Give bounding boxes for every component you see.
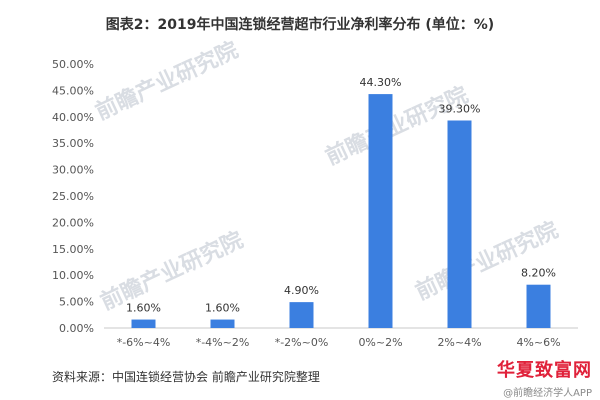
y-tick-label: 0.00% (59, 322, 94, 335)
bar (210, 319, 235, 328)
brand-logo: 华夏致富网 @前瞻经济学人APP (497, 356, 592, 399)
data-label: 1.60% (126, 302, 161, 315)
bar (131, 319, 156, 328)
y-tick-label: 30.00% (52, 164, 94, 177)
bar (447, 120, 472, 328)
y-tick-label: 40.00% (52, 111, 94, 124)
chart-title: 图表2：2019年中国连锁经营超市行业净利率分布 (单位：%) (105, 17, 495, 33)
x-tick-label: 4%~6% (516, 336, 560, 349)
watermark: 前瞻产业研究院 (92, 37, 243, 126)
y-tick-label: 25.00% (52, 190, 94, 203)
data-label: 4.90% (284, 284, 319, 297)
data-labels: 1.60% 1.60% 4.90% 44.30% 39.30% 8.20% (126, 76, 556, 314)
y-tick-label: 10.00% (52, 269, 94, 282)
bars (131, 94, 551, 328)
data-label: 1.60% (205, 302, 240, 315)
x-axis: *-6%~4% *-4%~2% *-2%~0% 0%~2% 2%~4% 4%~6% (117, 336, 561, 349)
source-note: 资料来源：中国连锁经营协会 前瞻产业研究院整理 (52, 370, 320, 384)
y-axis: 0.00% 5.00% 10.00% 15.00% 20.00% 25.00% 30.00%… (52, 58, 94, 335)
y-tick-label: 50.00% (52, 58, 94, 71)
y-tick-label: 5.00% (59, 296, 94, 309)
brand-name: 华夏致富网 (497, 360, 592, 381)
bar (289, 302, 314, 328)
watermarks: 前瞻产业研究院 前瞻产业研究院 前瞻产业研究院 前瞻产业研究院 (92, 37, 563, 316)
data-label: 44.30% (360, 76, 402, 89)
y-tick-label: 35.00% (52, 137, 94, 150)
x-tick-label: 0%~2% (358, 336, 402, 349)
data-label: 39.30% (439, 102, 481, 115)
x-tick-label: *-2%~0% (275, 336, 329, 349)
y-tick-label: 45.00% (52, 84, 94, 97)
x-tick-label: *-6%~4% (117, 336, 171, 349)
bar (368, 94, 393, 328)
x-tick-label: 2%~4% (437, 336, 481, 349)
y-tick-label: 15.00% (52, 243, 94, 256)
y-tick-label: 20.00% (52, 216, 94, 229)
x-tick-label: *-4%~2% (196, 336, 250, 349)
brand-sub: @前瞻经济学人APP (503, 388, 592, 399)
data-label: 8.20% (521, 267, 556, 280)
bar (526, 284, 551, 328)
